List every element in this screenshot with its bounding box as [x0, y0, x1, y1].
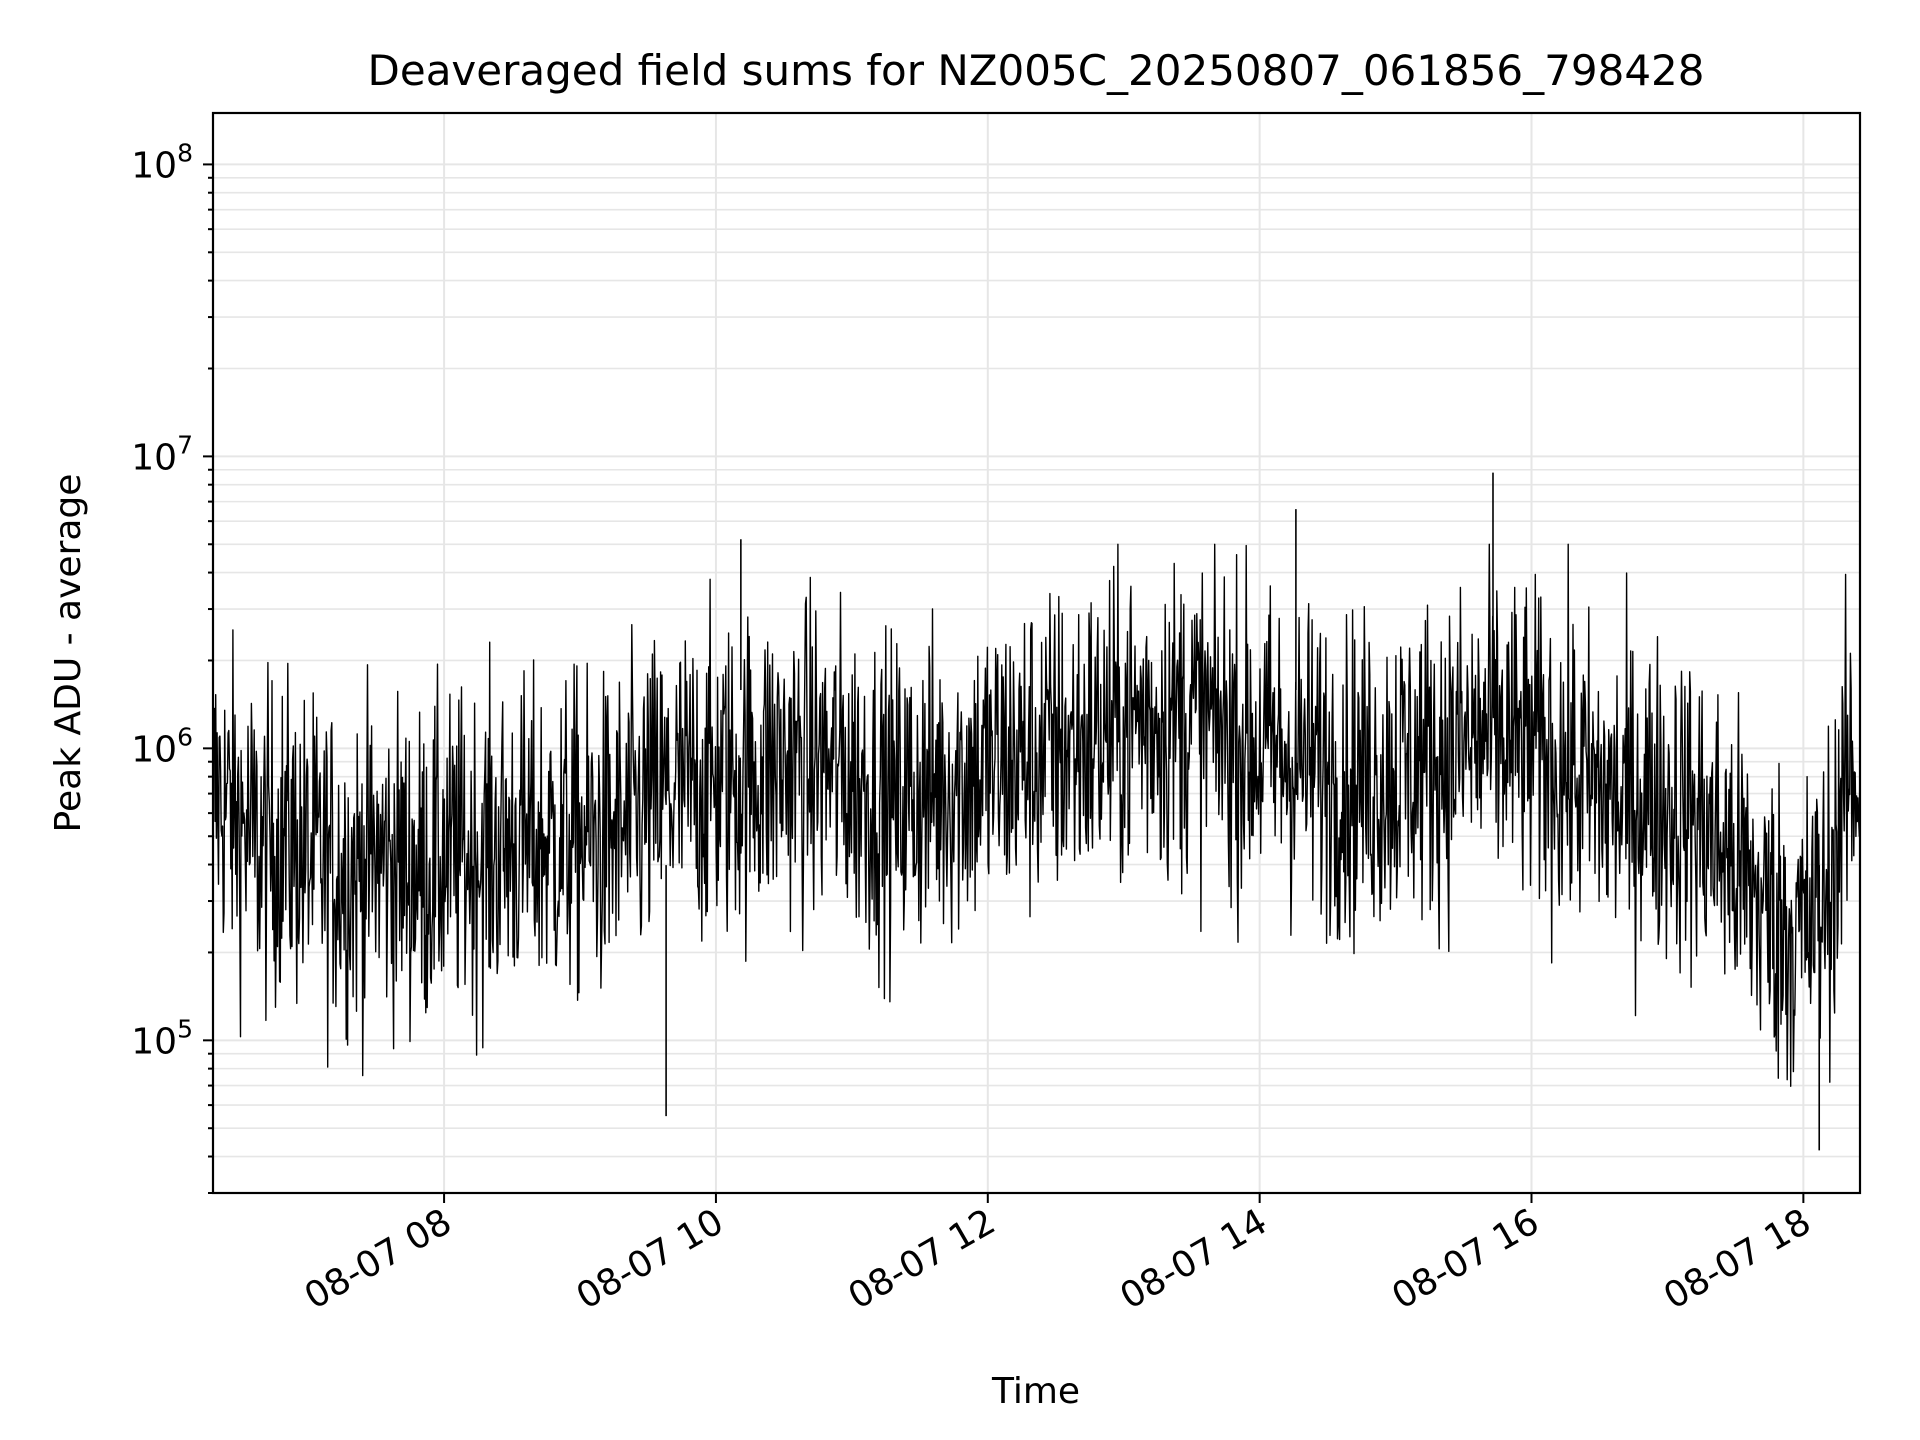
x-axis-ticks: 08-07 08 08-07 10 08-07 12 08-07 14 08-07 16…	[298, 1193, 1818, 1318]
y-tick-label: 105	[131, 1014, 193, 1062]
y-tick-label: 107	[131, 430, 193, 478]
plot-area-frame	[211, 111, 1862, 1195]
x-tick-label: 08-07 16	[1385, 1201, 1546, 1317]
x-tick-label: 08-07 12	[842, 1201, 1003, 1317]
grid-lines	[213, 113, 1860, 1194]
chart-title: Deaveraged field sums for NZ005C_2025080…	[368, 46, 1705, 95]
y-tick-label: 108	[131, 138, 193, 186]
x-tick-label: 08-07 08	[298, 1201, 459, 1317]
x-tick-label: 08-07 14	[1113, 1201, 1274, 1317]
data-line	[212, 543, 1861, 1087]
x-tick-label: 08-07 10	[570, 1201, 731, 1317]
x-tick-label: 08-07 18	[1657, 1201, 1818, 1317]
y-tick-label: 106	[131, 722, 193, 770]
x-axis-label: Time	[991, 1371, 1080, 1412]
y-axis-label: Peak ADU - average	[48, 474, 89, 833]
y-axis-ticks: 105 106 107 108	[131, 138, 213, 1194]
series-line	[212, 472, 1861, 1151]
